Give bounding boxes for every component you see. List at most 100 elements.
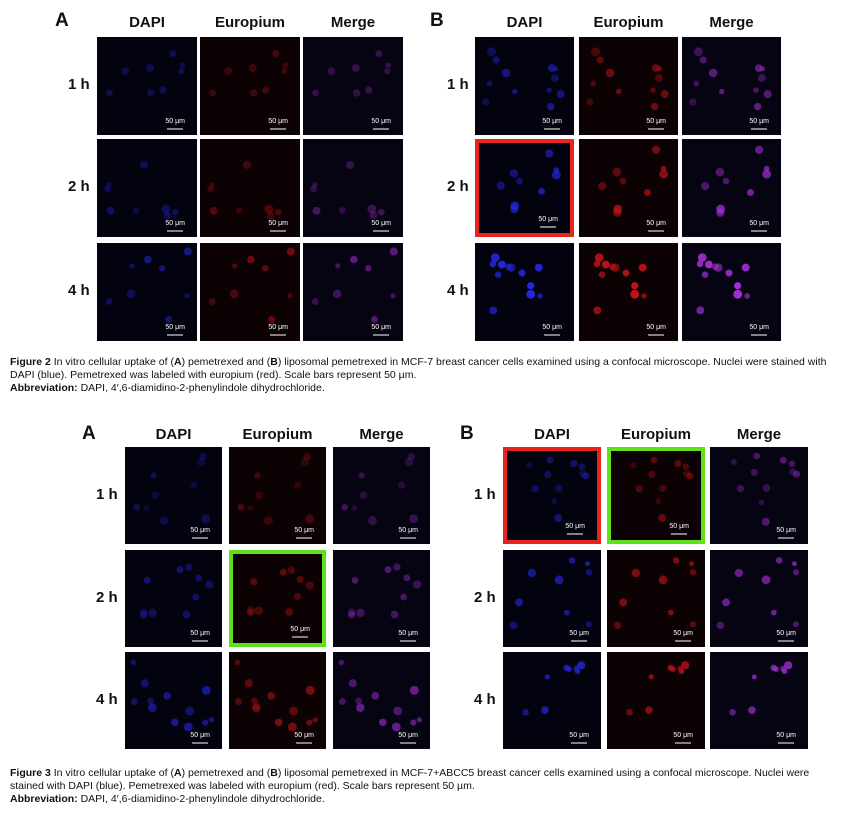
cell <box>593 306 602 315</box>
cell <box>341 503 349 511</box>
cell <box>630 462 637 469</box>
cell <box>182 610 191 619</box>
cell <box>590 80 597 87</box>
abbreviation-label: Abbreviation: <box>10 793 78 805</box>
cell <box>593 260 601 268</box>
cell <box>641 293 648 299</box>
cell <box>229 289 239 299</box>
cell <box>312 89 319 97</box>
micrograph: 50 μm <box>475 37 574 135</box>
cell <box>619 177 627 185</box>
cell <box>143 505 150 511</box>
cell <box>613 204 623 214</box>
cell <box>252 703 261 712</box>
micrograph: 50 μm <box>333 652 430 749</box>
scale-bar-label: 50 μm <box>398 527 418 534</box>
caption: Figure 2 In vitro cellular uptake of (A)… <box>10 356 840 395</box>
panel-label: A <box>82 423 96 444</box>
caption-label: Figure 2 <box>10 356 51 368</box>
row-label: 1 h <box>474 485 496 503</box>
cell <box>779 456 787 464</box>
cell <box>244 679 253 688</box>
cell-field: 50 μm <box>696 253 769 336</box>
cell <box>224 67 233 76</box>
cell <box>129 263 135 269</box>
caption-text: A <box>173 356 182 368</box>
cell <box>658 575 668 585</box>
scale-bar-label: 50 μm <box>669 523 689 530</box>
cell <box>126 289 136 299</box>
cell <box>145 64 154 73</box>
scale-bar-label: 50 μm <box>776 527 796 534</box>
cell <box>246 606 255 614</box>
scale-bar-label: 50 μm <box>268 118 288 125</box>
micrograph: 50 μm <box>710 550 808 647</box>
cell <box>696 260 704 268</box>
micrograph: 50 μm <box>97 37 197 135</box>
cell <box>497 260 506 269</box>
cell-field: 50 μm <box>207 160 288 232</box>
cell <box>207 185 215 193</box>
cell <box>106 206 115 215</box>
cell <box>482 98 490 106</box>
cell <box>631 282 639 290</box>
row-label: 2 h <box>447 178 469 195</box>
row-label: 4 h <box>447 282 469 299</box>
cell <box>610 263 620 272</box>
cell <box>148 608 157 618</box>
cell-field: 50 μm <box>730 452 801 539</box>
micrograph: 50 μm <box>503 652 601 749</box>
cell <box>527 568 537 578</box>
cell <box>275 718 283 727</box>
cell <box>753 87 759 93</box>
cell-field: 50 μm <box>338 659 422 744</box>
cell <box>209 89 216 97</box>
cell <box>570 460 578 468</box>
cell-field: 50 μm <box>106 50 186 130</box>
cell-field: 50 μm <box>586 47 669 130</box>
cell <box>165 315 173 323</box>
cell-field: 50 μm <box>209 50 289 130</box>
micrograph: 50 μm <box>710 447 808 544</box>
cell <box>584 561 590 567</box>
cell <box>509 621 518 630</box>
cell <box>384 67 391 75</box>
cell <box>159 516 169 526</box>
cell <box>668 609 674 616</box>
cell <box>266 211 275 220</box>
cell <box>285 608 294 616</box>
cell <box>619 598 628 607</box>
cell <box>201 514 211 524</box>
cell <box>655 74 663 82</box>
scale-bar-label: 50 μm <box>371 324 391 331</box>
cell <box>770 664 777 671</box>
cell <box>144 255 152 264</box>
micrograph: 50 μm <box>333 550 430 647</box>
cell <box>546 102 555 111</box>
cell <box>722 598 731 607</box>
cell <box>249 89 258 97</box>
row-label: 2 h <box>96 588 118 606</box>
cell <box>613 621 622 630</box>
cell <box>293 481 302 489</box>
scale-bar-label: 50 μm <box>569 630 589 637</box>
cell <box>279 568 287 576</box>
cell <box>754 64 763 73</box>
cell <box>645 706 653 714</box>
cell <box>555 484 563 492</box>
cell <box>736 484 745 493</box>
micrograph: 50 μm <box>229 447 326 544</box>
cell <box>573 665 579 671</box>
scale-bar-label: 50 μm <box>776 732 796 739</box>
cell <box>689 621 696 628</box>
cell <box>753 452 761 460</box>
cell <box>312 206 321 215</box>
scale-bar-label: 50 μm <box>371 118 391 125</box>
cell-field: 50 μm <box>234 659 318 744</box>
micrograph: 50 μm <box>200 139 300 237</box>
caption-text: B <box>270 767 278 779</box>
cell <box>176 566 184 574</box>
cell <box>568 557 576 564</box>
cell-field: 50 μm <box>347 563 422 642</box>
cell <box>527 282 535 290</box>
